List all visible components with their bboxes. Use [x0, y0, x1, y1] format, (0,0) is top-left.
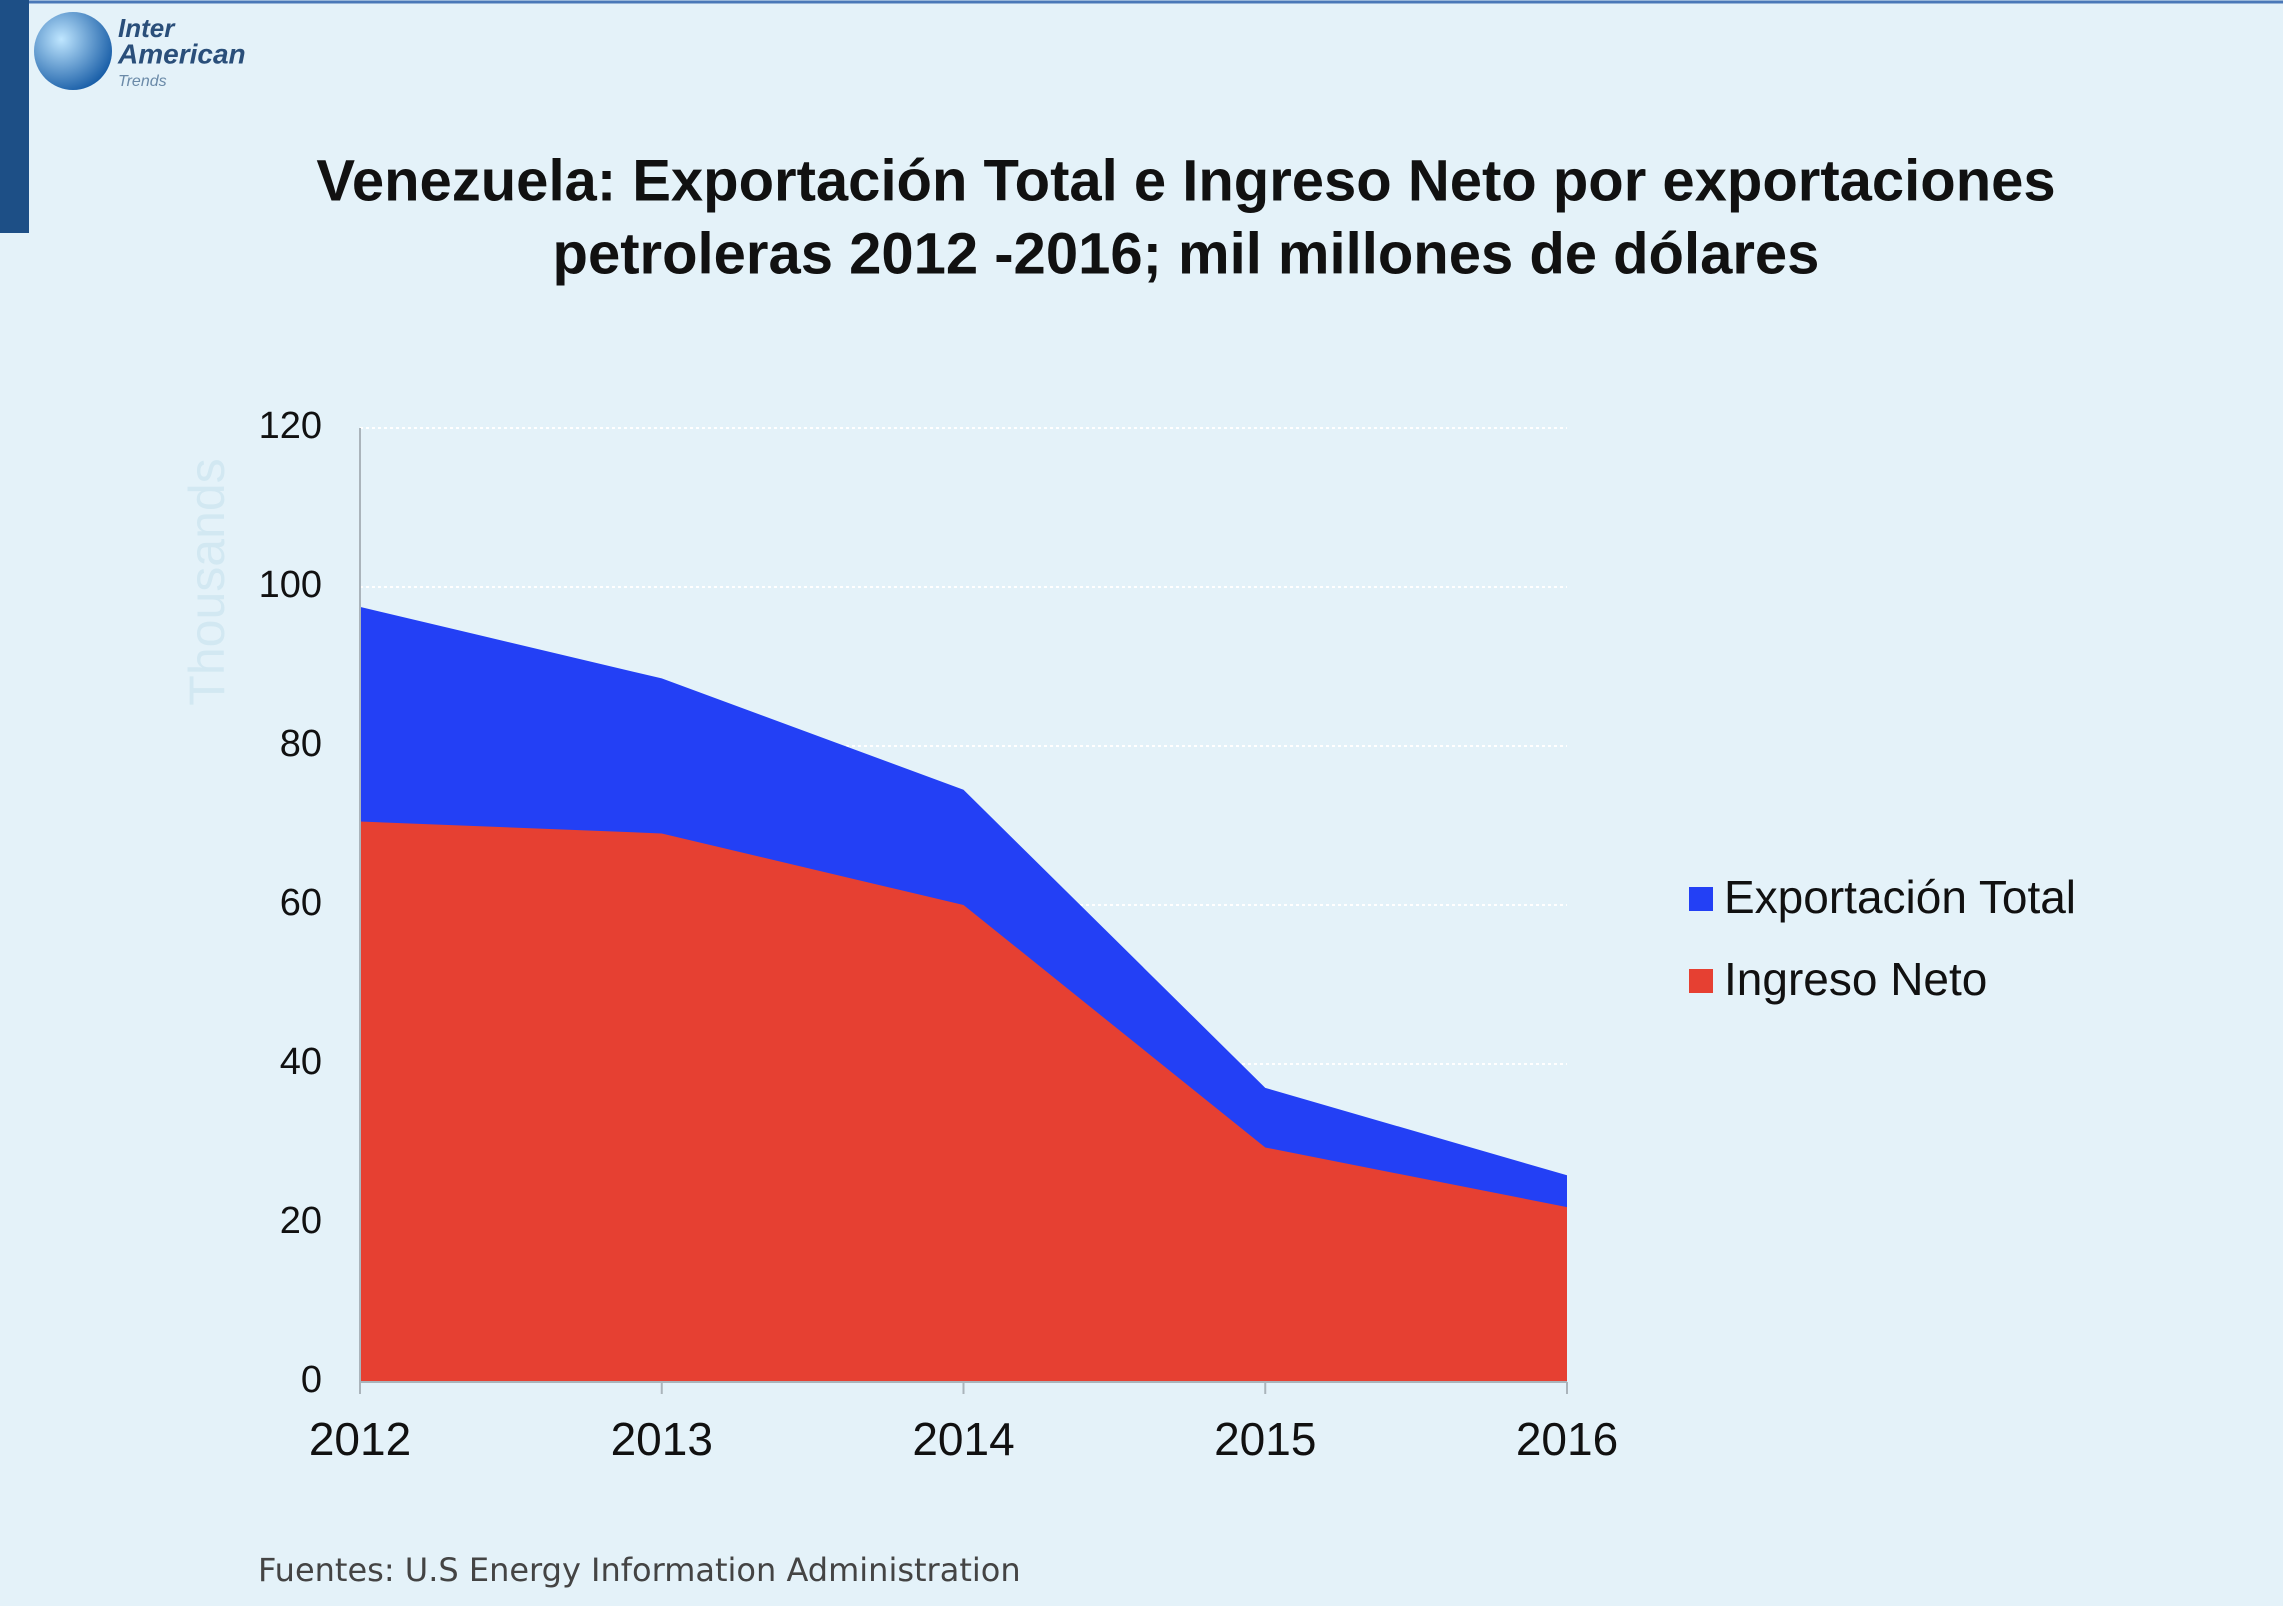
- logo-globe: [34, 12, 112, 90]
- area: [360, 821, 1567, 1382]
- side-bar: [0, 0, 29, 233]
- x-tick-label: 2014: [912, 1413, 1014, 1465]
- y-tick-label: 0: [301, 1359, 322, 1401]
- legend-label: Ingreso Neto: [1724, 953, 1987, 1005]
- x-tick-label: 2015: [1214, 1413, 1316, 1465]
- x-tick-label: 2012: [309, 1413, 411, 1465]
- legend-swatch: [1689, 887, 1713, 911]
- y-tick-label: 40: [280, 1041, 322, 1083]
- chart-title: petroleras 2012 -2016; mil millones de d…: [553, 221, 1820, 286]
- logo-text: Inter: [118, 13, 176, 43]
- y-tick-label: 60: [280, 882, 322, 924]
- logo-text: Trends: [118, 73, 167, 90]
- y-axis-label: Thousands: [179, 458, 235, 705]
- logo-text: American: [117, 38, 246, 69]
- legend-label: Exportación Total: [1724, 871, 2076, 923]
- y-tick-label: 80: [280, 723, 322, 765]
- chart-title: Venezuela: Exportación Total e Ingreso N…: [316, 148, 2055, 213]
- source: Fuentes: U.S Energy Information Administ…: [258, 1551, 1021, 1589]
- y-tick-label: 20: [280, 1200, 322, 1242]
- x-tick-label: 2013: [611, 1413, 713, 1465]
- y-tick-label: 120: [259, 405, 322, 447]
- x-tick-label: 2016: [1516, 1413, 1618, 1465]
- y-tick-label: 100: [259, 564, 322, 606]
- legend-swatch: [1689, 969, 1713, 993]
